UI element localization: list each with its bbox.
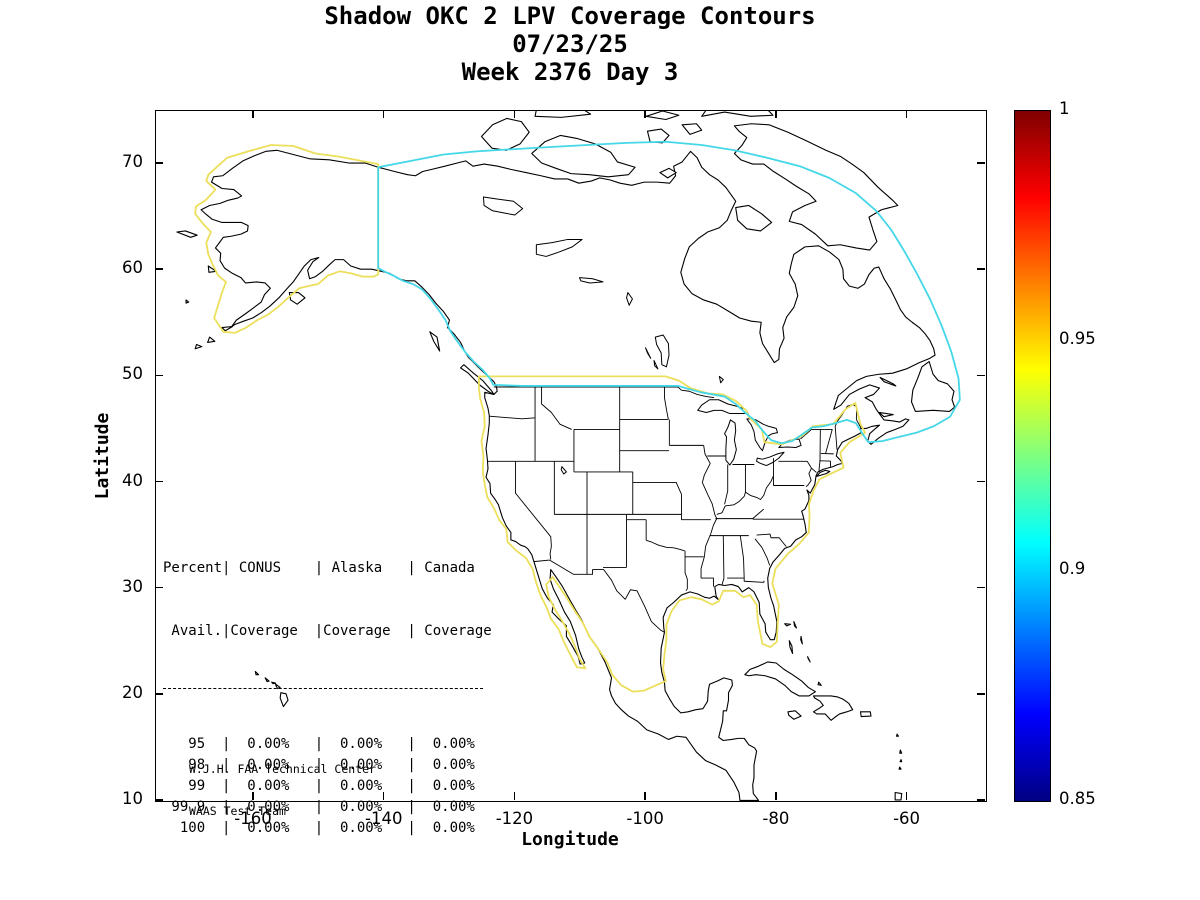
coverage-contours — [195, 142, 960, 692]
x-tick-mark — [513, 792, 516, 800]
chart-title: Shadow OKC 2 LPV Coverage Contours — [324, 2, 816, 30]
plot-area: Percent| CONUS | Alaska | Canada Avail.|… — [155, 110, 987, 836]
y-tick-mark — [155, 268, 163, 270]
x-tick-label: -140 — [365, 809, 403, 828]
colorbar-tick-label: 1 — [1059, 99, 1070, 118]
coverage-table-separator — [163, 688, 484, 689]
y-tick-mark — [155, 586, 163, 589]
x-tick-mark — [252, 110, 254, 118]
coverage-table-row: 99.9 | 0.00% | 0.00% | 0.00% — [163, 799, 475, 815]
x-tick-label: -80 — [762, 809, 790, 828]
colorbar — [1014, 110, 1051, 802]
coverage-table: Percent| CONUS | Alaska | Canada Avail.|… — [163, 516, 492, 881]
credit-line-1: W.J.H. FAA Technical Center — [189, 762, 376, 776]
map-svg — [156, 111, 986, 801]
y-tick-mark — [155, 693, 163, 695]
x-tick-label: -100 — [626, 809, 664, 828]
chart-date: 07/23/25 — [512, 30, 628, 58]
coverage-table-rows: 95 | 0.00% | 0.00% | 0.00% 98 | 0.00% | … — [163, 734, 492, 839]
y-tick-mark — [155, 162, 163, 164]
y-tick-label: 60 — [122, 258, 143, 278]
title-block: Shadow OKC 2 LPV Coverage Contours 07/23… — [155, 2, 985, 86]
coverage-table-row: 98 | 0.00% | 0.00% | 0.00% — [163, 757, 475, 773]
x-tick-label: -120 — [495, 809, 534, 828]
x-tick-mark — [644, 110, 646, 118]
coverage-table-row: 95 | 0.00% | 0.00% | 0.00% — [163, 736, 475, 752]
x-tick-mark — [644, 792, 646, 800]
y-tick-mark — [977, 799, 985, 801]
coverage-table-header-line2: Avail.|Coverage |Coverage | Coverage — [163, 623, 492, 639]
chart-week-day: Week 2376 Day 3 — [461, 58, 679, 86]
y-tick-mark — [977, 374, 985, 377]
y-tick-label: 10 — [122, 789, 143, 808]
x-tick-mark — [905, 110, 908, 118]
coverage-table-row: 100 | 0.00% | 0.00% | 0.00% — [163, 820, 475, 836]
y-tick-mark — [155, 799, 163, 801]
x-tick-mark — [775, 792, 777, 800]
y-tick-mark — [977, 480, 985, 483]
x-tick-mark — [382, 110, 385, 118]
alaska-coverage-contour — [195, 145, 378, 333]
colorbar-tick-label: 0.85 — [1059, 789, 1096, 808]
y-tick-mark — [977, 586, 985, 589]
y-tick-mark — [155, 480, 163, 483]
credit-line-2: WAAS Test Team — [189, 804, 286, 818]
x-tick-mark — [252, 792, 254, 800]
y-tick-label: 50 — [122, 364, 143, 384]
y-tick-mark — [977, 268, 985, 270]
coverage-table-row: 99 | 0.00% | 0.00% | 0.00% — [163, 778, 475, 794]
y-tick-mark — [155, 374, 163, 377]
islands-coastlines — [177, 111, 955, 800]
colorbar-tick-label: 0.9 — [1059, 559, 1086, 578]
y-axis-label: Latitude — [92, 412, 113, 500]
x-tick-mark — [905, 792, 908, 800]
x-tick-mark — [775, 110, 777, 118]
y-tick-label: 30 — [122, 576, 143, 596]
y-tick-label: 20 — [122, 682, 143, 702]
colorbar-tick-label: 0.95 — [1059, 329, 1096, 348]
credit-text: W.J.H. FAA Technical Center WAAS Test Te… — [189, 734, 376, 846]
x-tick-label: -60 — [893, 809, 921, 828]
x-tick-mark — [382, 792, 385, 800]
y-tick-label: 70 — [122, 152, 143, 172]
y-tick-label: 40 — [122, 470, 143, 490]
x-tick-label: -160 — [234, 809, 272, 828]
state-and-national-borders — [378, 168, 861, 632]
y-tick-mark — [977, 693, 985, 695]
canada-coverage-contour — [378, 142, 960, 443]
conus-coverage-contour — [479, 376, 865, 691]
coverage-table-header-line1: Percent| CONUS | Alaska | Canada — [163, 560, 475, 576]
x-axis-label: Longitude — [521, 829, 619, 850]
y-tick-mark — [977, 162, 985, 164]
x-tick-mark — [513, 110, 516, 118]
